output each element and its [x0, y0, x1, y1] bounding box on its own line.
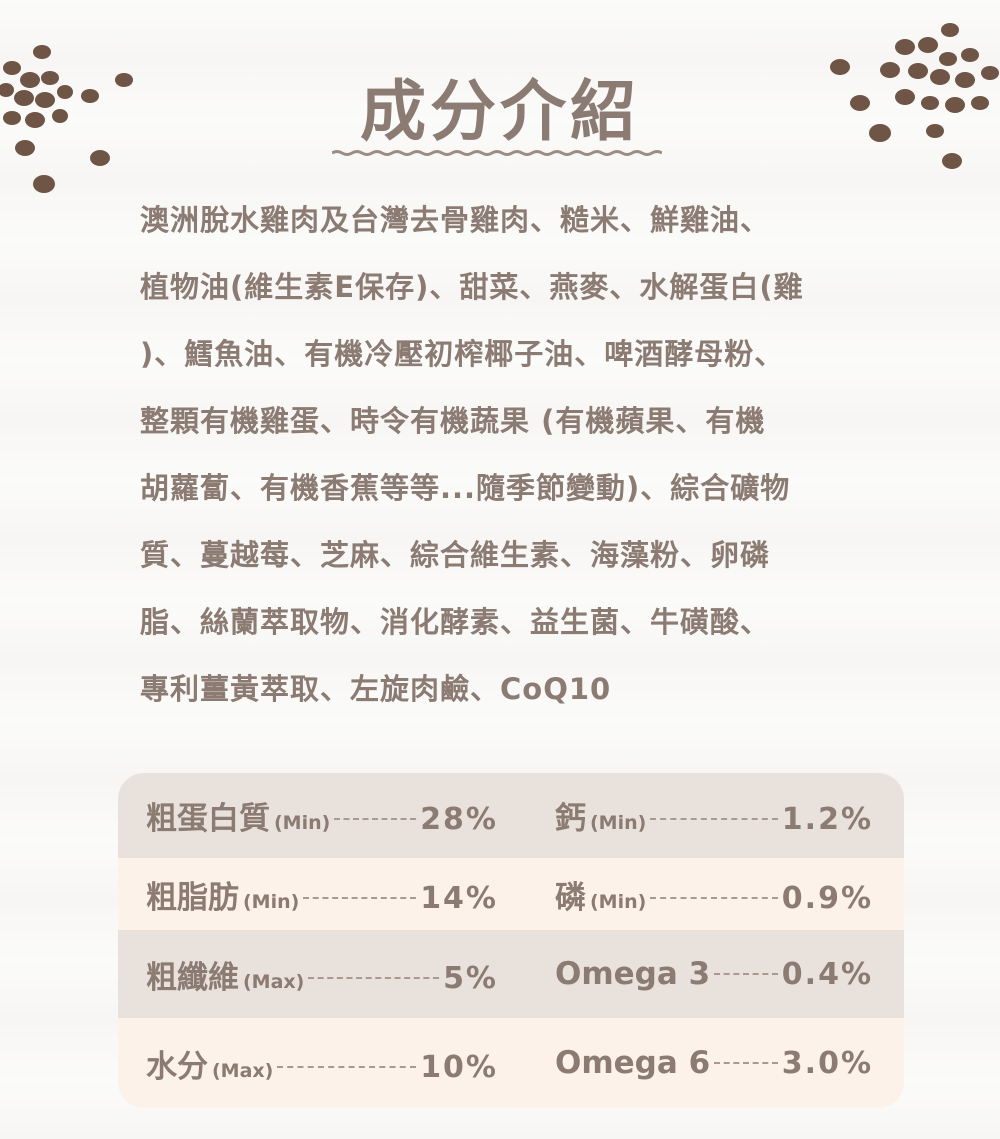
nutrient-left: 粗脂肪 (Min) 14% [146, 872, 498, 917]
dotted-leader [308, 976, 440, 979]
ingredients-line: 胡蘿蔔、有機香蕉等等...隨季節變動)、綜合礦物 [140, 471, 791, 505]
nutrient-qualifier: (Min) [590, 812, 647, 834]
nutrient-value: 0.9% [781, 880, 873, 916]
ingredients-line: 整顆有機雞蛋、時令有機蔬果 (有機蘋果、有機 [140, 404, 766, 438]
nutrient-value: 3.0% [781, 1046, 873, 1081]
ingredients-list: 澳洲脫水雞肉及台灣去骨雞肉、糙米、鮮雞油、 植物油(維生素E保存)、甜菜、燕麥、… [140, 196, 900, 732]
kibble-cluster-right-icon [830, 23, 999, 169]
dotted-leader [334, 818, 417, 820]
ingredients-line: 脂、絲蘭萃取物、消化酵素、益生菌、牛磺酸、 [140, 605, 771, 639]
nutrient-left: 粗蛋白質 (Min) 28% [146, 793, 498, 838]
nutrient-value: 0.4% [781, 957, 873, 992]
nutrient-value: 5% [443, 960, 498, 996]
nutrient-qualifier: (Max) [212, 1059, 274, 1082]
nutrient-qualifier: (Min) [274, 812, 331, 834]
dotted-leader [650, 818, 778, 820]
nutrient-name: 粗蛋白質 [146, 801, 270, 837]
nutrient-left: 粗纖維 (Max) 5% [146, 952, 498, 997]
nutrient-right: Omega 3 0.4% [555, 956, 873, 992]
dotted-leader [650, 896, 778, 899]
nutrient-right: 鈣 (Min) 1.2% [555, 793, 873, 838]
nutrient-value: 14% [420, 880, 498, 916]
nutrient-name: Omega 3 [555, 956, 711, 992]
title-underline [332, 150, 662, 156]
nutrient-name: 鈣 [555, 801, 586, 837]
nutrient-value: 1.2% [781, 802, 873, 837]
nutrient-right: 磷 (Min) 0.9% [555, 872, 873, 917]
nutrient-qualifier: (Min) [590, 890, 647, 913]
kibble-cluster-left-icon [0, 45, 133, 193]
dotted-leader [714, 1062, 778, 1064]
nutrient-name: 粗纖維 [146, 959, 239, 996]
nutrition-row: 粗蛋白質 (Min) 28% 鈣 (Min) 1.2% [118, 773, 904, 858]
ingredients-line: 澳洲脫水雞肉及台灣去骨雞肉、糙米、鮮雞油、 [140, 203, 771, 237]
nutrient-value: 10% [420, 1049, 498, 1085]
nutrition-row: 水分 (Max) 10% Omega 6 3.0% [118, 1018, 904, 1108]
ingredients-line: 專利薑黃萃取、左旋肉鹼、CoQ10 [140, 672, 612, 706]
page-title: 成分介紹 [360, 73, 640, 150]
nutrient-name: Omega 6 [555, 1045, 711, 1081]
nutrient-qualifier: (Max) [243, 970, 305, 993]
nutrient-value: 28% [420, 802, 498, 837]
dotted-leader [303, 896, 417, 899]
dotted-leader [277, 1065, 417, 1068]
dotted-leader [714, 973, 778, 975]
nutrient-left: 水分 (Max) 10% [146, 1041, 498, 1086]
nutrition-row: 粗脂肪 (Min) 14% 磷 (Min) 0.9% [118, 858, 904, 930]
nutrition-row: 粗纖維 (Max) 5% Omega 3 0.4% [118, 930, 904, 1018]
ingredients-line: )、鱈魚油、有機冷壓初榨椰子油、啤酒酵母粉、 [140, 337, 785, 371]
ingredients-line: 植物油(維生素E保存)、甜菜、燕麥、水解蛋白(雞 [140, 270, 804, 304]
nutrition-table: 粗蛋白質 (Min) 28% 鈣 (Min) 1.2% 粗脂肪 (Min) 14% 磷 (Min) 0… [118, 773, 904, 1108]
nutrient-name: 磷 [555, 879, 586, 916]
nutrient-name: 水分 [146, 1048, 208, 1085]
nutrient-qualifier: (Min) [243, 890, 300, 913]
nutrient-name: 粗脂肪 [146, 879, 239, 916]
ingredients-line: 質、蔓越莓、芝麻、綜合維生素、海藻粉、卵磷 [140, 538, 771, 572]
nutrient-right: Omega 6 3.0% [555, 1045, 873, 1081]
